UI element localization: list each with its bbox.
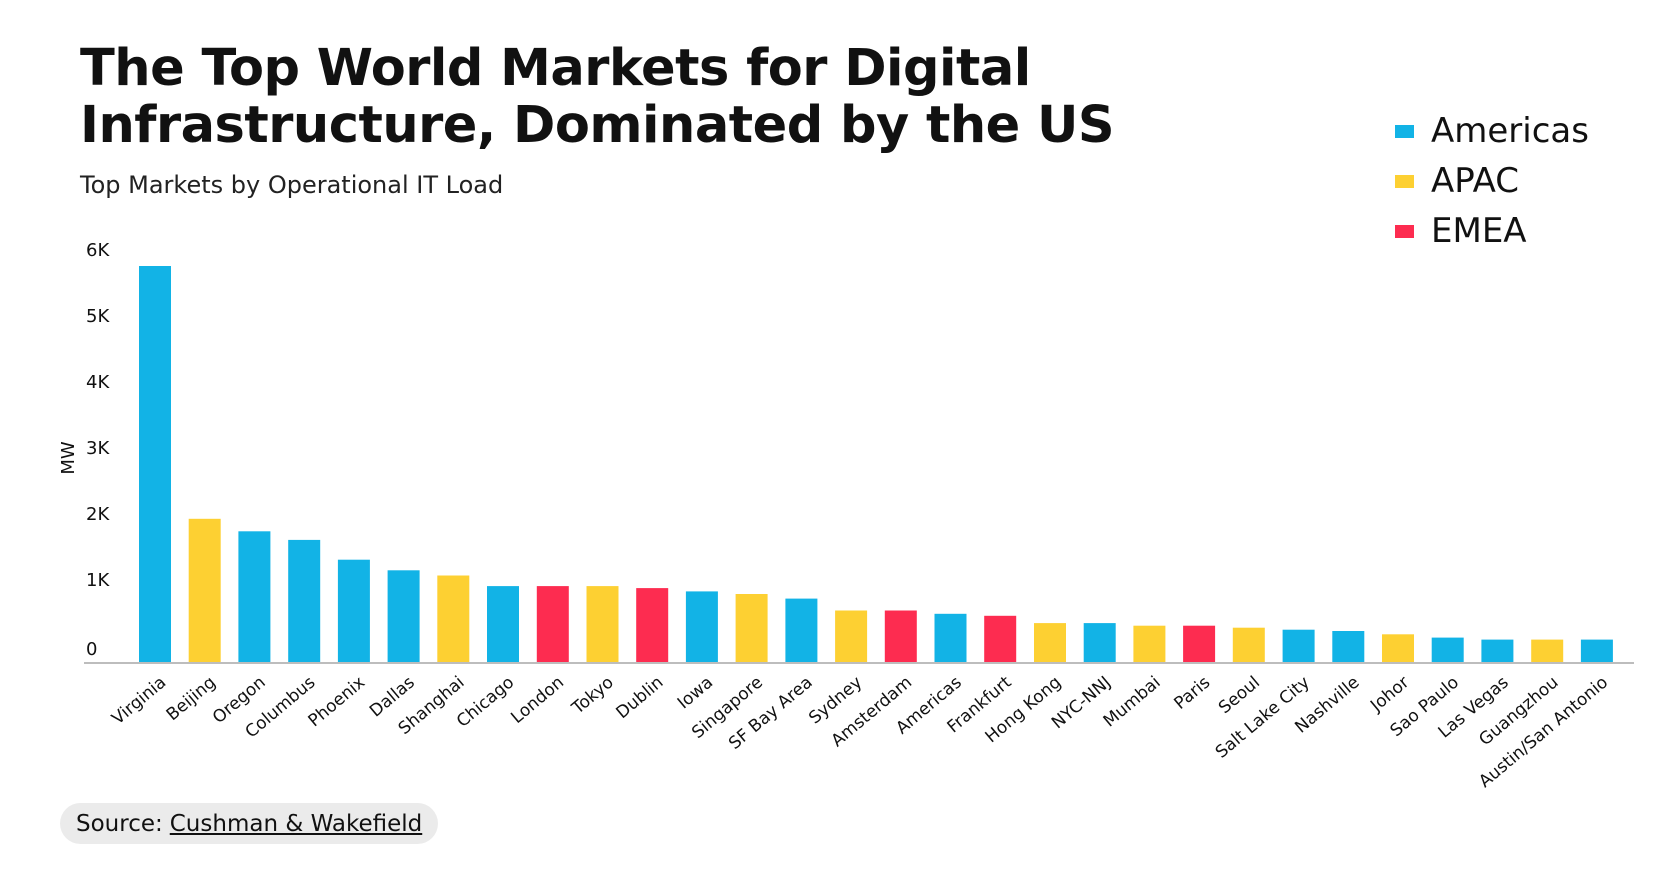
legend-swatch-americas [1395,124,1414,138]
bar [487,586,519,662]
chart-title: The Top World Markets for Digital Infras… [80,39,1115,155]
bar [785,598,818,662]
y-tick-label: 0 [86,639,97,660]
bar [238,531,271,662]
y-tick-label: 4K [86,372,110,393]
legend-item-americas: Americas [1395,106,1589,156]
bar [1183,625,1216,662]
y-tick-label: 3K [86,438,110,459]
chart-subtitle: Top Markets by Operational IT Load [80,171,504,199]
source-link[interactable]: Cushman & Wakefield [169,810,423,837]
legend-swatch-apac [1395,174,1414,188]
bar [139,266,171,662]
bar [437,575,470,662]
bar [685,591,718,662]
legend-label-apac: APAC [1431,161,1519,201]
x-tick-label: Dublin [613,673,668,724]
bar [586,586,619,662]
legend-swatch-emea [1395,224,1414,238]
bar [1133,625,1166,662]
x-tick-label: London [507,673,568,728]
legend: Americas APAC EMEA [1395,106,1589,256]
bar [1034,623,1066,662]
bar [884,610,917,662]
bar [1083,623,1116,662]
source-prefix: Source: [76,810,163,837]
x-tick-label: Phoenix [305,673,370,732]
bar [1431,637,1464,662]
bar [188,518,221,662]
y-tick-label: 1K [86,570,110,591]
bar [984,615,1017,662]
x-tick-label: Iowa [674,673,717,714]
x-tick-label: Virginia [108,673,170,730]
bar [735,594,768,662]
source-badge: Source: Cushman & Wakefield [60,803,439,844]
bar [1481,639,1514,662]
x-tick-label: Tokyo [568,673,618,720]
x-tick-label: Beijing [163,673,220,726]
bar [387,570,420,662]
bar [1282,629,1315,662]
bar [1580,639,1613,662]
y-axis-label: MW [58,441,79,475]
bar [1332,631,1365,662]
y-tick-label: 5K [86,306,110,327]
legend-label-americas: Americas [1431,111,1589,151]
legend-item-apac: APAC [1395,156,1589,206]
bar [1232,627,1265,662]
bar [337,559,370,662]
bar [1382,634,1414,662]
bar [934,613,967,662]
x-tick-label: Paris [1170,672,1214,713]
y-tick-label: 6K [86,240,110,261]
y-tick-label: 2K [86,504,110,525]
legend-item-emea: EMEA [1395,206,1589,256]
legend-label-emea: EMEA [1431,211,1527,251]
bar [835,610,868,662]
bar [636,588,669,662]
bar [1531,639,1564,662]
bar [536,586,569,662]
bar [288,539,321,662]
